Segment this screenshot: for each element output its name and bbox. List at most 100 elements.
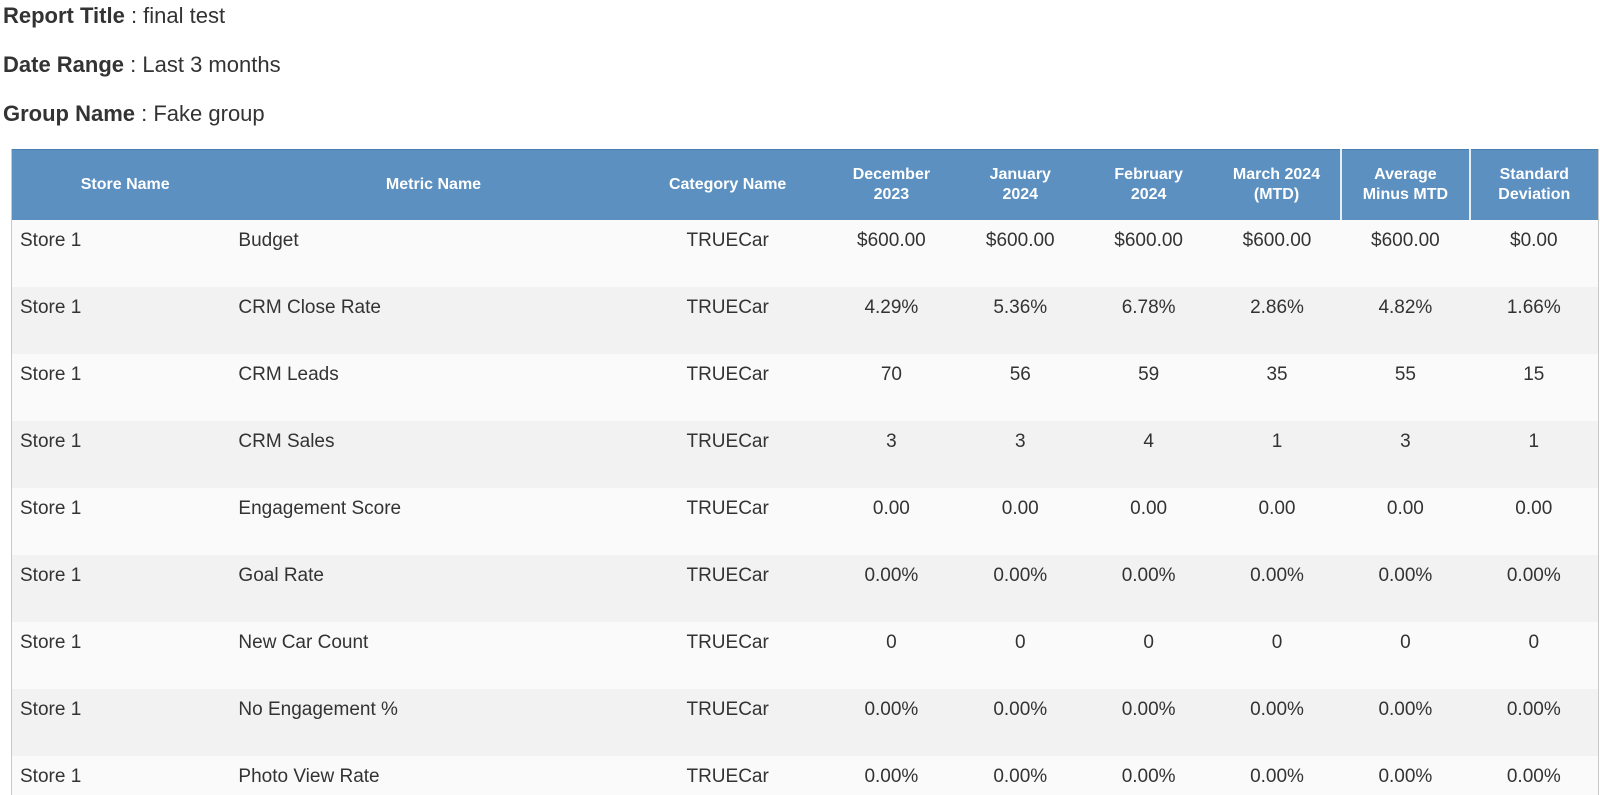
cell-category-name: TRUECar (628, 755, 827, 795)
header-december-2023[interactable]: December 2023 (826, 149, 957, 220)
cell-march-2024-mtd: 0 (1212, 621, 1342, 689)
cell-metric-name: CRM Close Rate (238, 286, 629, 354)
cell-standard-deviation: 0.00 (1469, 487, 1598, 555)
cell-store-name: Store 1 (12, 755, 239, 795)
cell-march-2024-mtd: 1 (1212, 420, 1342, 488)
header-march-2024-mtd[interactable]: March 2024 (MTD) (1212, 149, 1342, 220)
cell-metric-name: No Engagement % (238, 688, 629, 756)
cell-march-2024-mtd: 2.86% (1212, 286, 1342, 354)
header-average-minus-mtd[interactable]: Average Minus MTD (1340, 149, 1470, 220)
table-row: Store 1 CRM Leads TRUECar 70 56 59 35 55 15 (12, 353, 1598, 421)
date-range-line: Date Range : Last 3 months (3, 51, 281, 79)
table-row: Store 1 CRM Close Rate TRUECar 4.29% 5.36% 6.… (12, 286, 1598, 354)
cell-category-name: TRUECar (628, 554, 827, 622)
group-name-line: Group Name : Fake group (3, 100, 265, 128)
report-table-container[interactable]: Store Name Metric Name Category Name Decemb… (11, 149, 1599, 795)
header-february-2024[interactable]: February 2024 (1084, 149, 1213, 220)
cell-december-2023: 0.00 (826, 487, 957, 555)
cell-average-minus-mtd: 0.00% (1341, 755, 1470, 795)
cell-january-2024: 5.36% (956, 286, 1085, 354)
cell-metric-name: CRM Leads (238, 353, 629, 421)
header-category-name[interactable]: Category Name (628, 149, 827, 220)
cell-standard-deviation: 15 (1469, 353, 1598, 421)
cell-store-name: Store 1 (12, 621, 239, 689)
cell-january-2024: 0.00% (956, 688, 1085, 756)
cell-january-2024: 0.00% (956, 554, 1085, 622)
cell-store-name: Store 1 (12, 688, 239, 756)
table-row: Store 1 Photo View Rate TRUECar 0.00% 0.00% 0… (12, 755, 1598, 795)
cell-store-name: Store 1 (12, 420, 239, 488)
cell-store-name: Store 1 (12, 219, 239, 287)
cell-february-2024: 0.00% (1084, 688, 1213, 756)
cell-metric-name: Budget (238, 219, 629, 287)
cell-december-2023: 0.00% (826, 554, 957, 622)
report-table: Store Name Metric Name Category Name Decemb… (12, 149, 1598, 795)
report-title-label: Report Title (3, 3, 125, 28)
cell-february-2024: 0.00% (1084, 554, 1213, 622)
table-row: Store 1 New Car Count TRUECar 0 0 0 0 0 0 (12, 621, 1598, 689)
cell-february-2024: 0.00% (1084, 755, 1213, 795)
cell-january-2024: $600.00 (956, 219, 1085, 287)
cell-standard-deviation: 0.00% (1469, 755, 1598, 795)
cell-february-2024: 0 (1084, 621, 1213, 689)
cell-march-2024-mtd: $600.00 (1212, 219, 1342, 287)
cell-december-2023: $600.00 (826, 219, 957, 287)
cell-february-2024: 4 (1084, 420, 1213, 488)
table-header-row: Store Name Metric Name Category Name Decemb… (12, 149, 1598, 220)
cell-category-name: TRUECar (628, 688, 827, 756)
cell-february-2024: 0.00 (1084, 487, 1213, 555)
cell-metric-name: Photo View Rate (238, 755, 629, 795)
cell-february-2024: 6.78% (1084, 286, 1213, 354)
table-row: Store 1 CRM Sales TRUECar 3 3 4 1 3 1 (12, 420, 1598, 488)
cell-january-2024: 56 (956, 353, 1085, 421)
cell-average-minus-mtd: 0.00% (1341, 688, 1470, 756)
header-standard-deviation[interactable]: Standard Deviation (1468, 149, 1598, 220)
cell-march-2024-mtd: 0.00% (1212, 688, 1342, 756)
cell-average-minus-mtd: $600.00 (1341, 219, 1470, 287)
cell-average-minus-mtd: 0 (1341, 621, 1470, 689)
cell-metric-name: Engagement Score (238, 487, 629, 555)
group-name-label: Group Name (3, 101, 136, 126)
cell-december-2023: 70 (826, 353, 957, 421)
cell-average-minus-mtd: 4.82% (1341, 286, 1470, 354)
cell-march-2024-mtd: 0.00 (1212, 487, 1342, 555)
cell-metric-name: New Car Count (238, 621, 629, 689)
cell-standard-deviation: 1 (1469, 420, 1598, 488)
table-row: Store 1 Budget TRUECar $600.00 $600.00 $600.0… (12, 219, 1598, 287)
date-range-label: Date Range (3, 52, 125, 77)
header-metric-name[interactable]: Metric Name (238, 149, 629, 220)
cell-standard-deviation: 0.00% (1469, 688, 1598, 756)
cell-category-name: TRUECar (628, 219, 827, 287)
cell-march-2024-mtd: 0.00% (1212, 554, 1342, 622)
cell-december-2023: 0.00% (826, 688, 957, 756)
cell-metric-name: CRM Sales (238, 420, 629, 488)
group-name-value: : Fake group (135, 101, 265, 126)
cell-average-minus-mtd: 3 (1341, 420, 1470, 488)
table-body: Store 1 Budget TRUECar $600.00 $600.00 $600.0… (12, 219, 1598, 795)
cell-metric-name: Goal Rate (238, 554, 629, 622)
cell-standard-deviation: 0.00% (1469, 554, 1598, 622)
cell-average-minus-mtd: 0.00 (1341, 487, 1470, 555)
cell-average-minus-mtd: 0.00% (1341, 554, 1470, 622)
cell-february-2024: 59 (1084, 353, 1213, 421)
cell-december-2023: 4.29% (826, 286, 957, 354)
date-range-value: : Last 3 months (124, 52, 281, 77)
cell-december-2023: 3 (826, 420, 957, 488)
cell-standard-deviation: $0.00 (1469, 219, 1598, 287)
cell-standard-deviation: 0 (1469, 621, 1598, 689)
cell-march-2024-mtd: 35 (1212, 353, 1342, 421)
cell-category-name: TRUECar (628, 621, 827, 689)
cell-february-2024: $600.00 (1084, 219, 1213, 287)
report-title-value: : final test (124, 3, 226, 28)
report-title-line: Report Title : final test (3, 2, 225, 30)
cell-store-name: Store 1 (12, 554, 239, 622)
cell-store-name: Store 1 (12, 286, 239, 354)
cell-december-2023: 0.00% (826, 755, 957, 795)
cell-category-name: TRUECar (628, 353, 827, 421)
table-row: Store 1 Engagement Score TRUECar 0.00 0.00 0.… (12, 487, 1598, 555)
header-january-2024[interactable]: January 2024 (956, 149, 1085, 220)
header-store-name[interactable]: Store Name (12, 149, 239, 220)
cell-december-2023: 0 (826, 621, 957, 689)
cell-category-name: TRUECar (628, 487, 827, 555)
table-row: Store 1 Goal Rate TRUECar 0.00% 0.00% 0.00% 0.… (12, 554, 1598, 622)
